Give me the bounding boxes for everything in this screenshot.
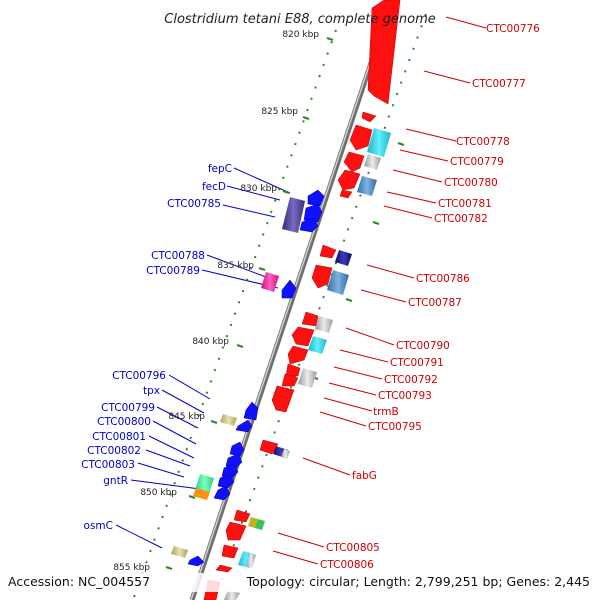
gene-label-ctc00778[interactable]: CTC00778 [456,136,510,148]
genome-backbone [189,0,395,600]
gene-label-ctc00806[interactable]: CTC00806 [320,559,374,571]
gene-label-ctc00801[interactable]: CTC00801 [92,431,146,443]
gene-label-trmb[interactable]: trmB [373,406,399,418]
gene-label-ctc00787[interactable]: CTC00787 [408,297,462,309]
genome-summary-text: Topology: circular; Length: 2,799,251 bp… [246,574,590,589]
gene-label-ctc00803[interactable]: CTC00803 [81,459,135,471]
gene-label-ctc00796[interactable]: CTC00796 [112,370,166,382]
kbp-label-835: 835 kbp [217,261,254,271]
gene-label-ctc00792[interactable]: CTC00792 [384,374,438,386]
gene-label-fecd[interactable]: fecD [202,181,226,193]
gene-label-fepc[interactable]: fepC [208,163,232,175]
kbp-scale: 820 kbp 825 kbp 830 kbp 835 kbp 840 kbp … [113,30,319,573]
kbp-label-855: 855 kbp [113,563,150,573]
gene-label-gntr[interactable]: gntR [103,475,128,487]
gene-label-osmc[interactable]: osmC [84,520,113,532]
gene-label-fabg[interactable]: fabG [352,470,377,482]
gene-label-ctc00790[interactable]: CTC00790 [396,340,450,352]
kbp-label-850: 850 kbp [140,488,177,498]
kbp-label-820: 820 kbp [282,30,319,40]
kbp-label-845: 845 kbp [168,412,205,422]
gene-label-ctc00793[interactable]: CTC00793 [378,390,432,402]
gene-label-ctc00780[interactable]: CTC00780 [444,177,498,189]
gene-label-ctc00788[interactable]: CTC00788 [151,250,205,262]
reverse-genes [187,189,325,567]
reverse-features [171,197,305,558]
kbp-label-830: 830 kbp [240,184,277,194]
map-title: Clostridium tetani E88, complete genome [164,12,436,27]
gene-label-tpx[interactable]: tpx [143,385,160,397]
gene-label-ctc00777[interactable]: CTC00777 [472,78,526,90]
gene-label-ctc00776[interactable]: CTC00776 [486,23,540,35]
gene-label-ctc00779[interactable]: CTC00779 [450,156,504,168]
gene-label-ctc00789[interactable]: CTC00789 [146,265,200,277]
right-connectors [272,16,487,565]
gene-label-ctc00802[interactable]: CTC00802 [87,445,141,457]
gene-label-ctc00785[interactable]: CTC00785 [167,198,221,210]
right-gene-labels: CTC00776 CTC00777 CTC00778 CTC00779 CTC0… [320,23,540,571]
gene-label-ctc00786[interactable]: CTC00786 [416,273,470,285]
feature-tracks [132,13,427,600]
kbp-label-840: 840 kbp [192,337,229,347]
left-gene-labels: fepC fecD CTC00785 CTC00788 CTC00789 CTC… [81,163,232,532]
forward-genes [203,0,401,600]
gene-label-ctc00800[interactable]: CTC00800 [97,416,151,428]
footer-background [0,573,600,592]
forward-features [224,128,391,600]
kbp-label-825: 825 kbp [261,107,298,117]
gene-label-ctc00799[interactable]: CTC00799 [101,402,155,414]
gene-label-ctc00791[interactable]: CTC00791 [390,357,444,369]
accession-text: Accession: NC_004557 [8,574,150,589]
tick-marks [165,36,405,571]
gene-label-ctc00805[interactable]: CTC00805 [326,542,380,554]
gene-label-ctc00781[interactable]: CTC00781 [438,198,492,210]
gene-label-ctc00782[interactable]: CTC00782 [434,213,488,225]
gene-label-ctc00795[interactable]: CTC00795 [368,421,422,433]
